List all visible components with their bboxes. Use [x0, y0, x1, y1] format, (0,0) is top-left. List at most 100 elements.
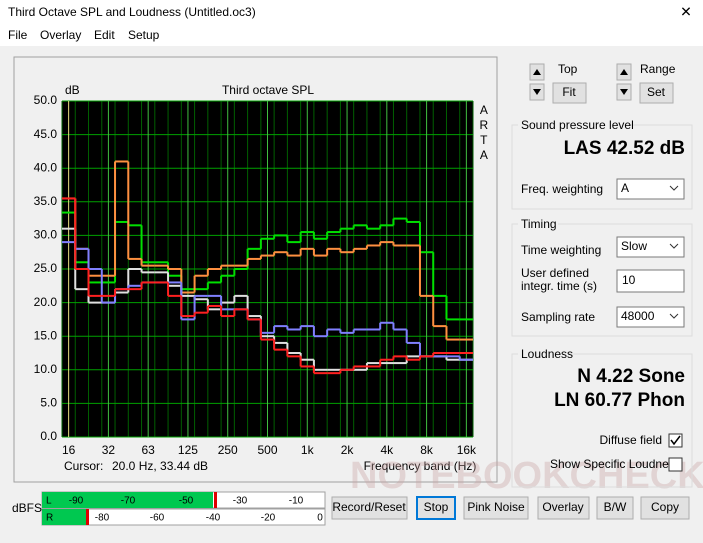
x-tick-label: 16k: [457, 443, 477, 457]
y-tick-label: 35.0: [34, 194, 58, 208]
title-bar: [0, 0, 703, 25]
dropdown-icon: [669, 243, 679, 249]
y-tick-label: 20.0: [34, 295, 58, 309]
field-label: integr. time (s): [521, 279, 597, 293]
side-label: ARTA: [477, 103, 491, 163]
meter-tick: -50: [179, 496, 194, 507]
x-tick-label: 32: [102, 443, 116, 457]
set-label: Set: [647, 85, 666, 99]
select-value: Slow: [621, 239, 647, 253]
x-tick-label: 4k: [380, 443, 394, 457]
button-label: Overlay: [542, 500, 583, 514]
checkbox-label: Show Specific Loudness: [550, 457, 681, 471]
chart-title: Third octave SPL: [222, 83, 314, 97]
y-tick-label: 0.0: [40, 429, 57, 443]
menu-bar: [0, 25, 703, 46]
meter-tick: -60: [150, 513, 165, 524]
window-title: Third Octave SPL and Loudness (Untitled.…: [8, 5, 256, 19]
select-value: A: [621, 181, 629, 195]
select-value: 48000: [621, 309, 655, 323]
button[interactable]: [463, 496, 529, 520]
button-label: B/W: [604, 500, 627, 514]
dropdown-icon: [669, 313, 679, 319]
meter-channel: L: [46, 496, 52, 507]
meter-r-level: [42, 509, 86, 525]
select[interactable]: [616, 178, 685, 200]
input-value: 10: [622, 273, 636, 287]
checkbox[interactable]: [668, 457, 683, 472]
field-label: User defined: [521, 266, 589, 280]
button[interactable]: [416, 496, 456, 520]
button[interactable]: [331, 496, 408, 520]
arrow-icon: [533, 69, 541, 75]
group-title: Loudness: [521, 347, 573, 361]
select[interactable]: [616, 306, 685, 328]
group-title-bg: [518, 218, 558, 231]
button[interactable]: [537, 496, 590, 520]
set-button[interactable]: [639, 82, 674, 104]
checkbox-label: Diffuse field: [600, 433, 662, 447]
dropdown-icon: [669, 185, 679, 191]
x-tick-label: 1k: [301, 443, 315, 457]
button-label: Pink Noise: [467, 500, 525, 514]
menu-item[interactable]: File: [8, 28, 28, 42]
meter-unit: dBFS: [12, 501, 42, 515]
loudness-ln: LN 60.77 Phon: [554, 390, 685, 411]
meter-l-level: [42, 492, 213, 508]
y-tick-label: 25.0: [34, 261, 58, 275]
y-tick-label: 10.0: [34, 362, 58, 376]
menu-item[interactable]: Edit: [94, 28, 115, 42]
text-input[interactable]: [616, 269, 685, 293]
menu-item[interactable]: Setup: [128, 28, 160, 42]
close-button[interactable]: ✕: [680, 4, 692, 20]
x-axis-label: Frequency band (Hz): [364, 459, 477, 473]
field-label: Time weighting: [521, 243, 601, 257]
x-tick-label: 8k: [420, 443, 434, 457]
y-tick-label: 40.0: [34, 160, 58, 174]
group-box: [511, 353, 693, 488]
group-title: Timing: [521, 217, 557, 231]
x-tick-label: 2k: [341, 443, 355, 457]
loudness-n: N 4.22 Sone: [577, 366, 685, 387]
y-tick-label: 15.0: [34, 328, 58, 342]
select[interactable]: [616, 236, 685, 258]
watermark: NOTEBOOKCHECK: [350, 455, 703, 497]
meter-tick: 0: [317, 513, 323, 524]
x-tick-label: 16: [62, 443, 76, 457]
button[interactable]: [640, 496, 690, 520]
arrow-icon: [533, 89, 541, 95]
arrow-icon: [620, 89, 628, 95]
meter-tick: -40: [206, 513, 221, 524]
button-label: Record/Reset: [332, 500, 406, 514]
meter-tick: -30: [233, 496, 248, 507]
cursor-label: Cursor:: [64, 459, 103, 473]
group-box: [511, 223, 693, 337]
y-axis-label: dB: [65, 83, 80, 97]
meter-r-peak: [86, 509, 89, 525]
x-tick-label: 250: [218, 443, 238, 457]
range-label: Range: [640, 62, 676, 76]
top-label: Top: [558, 62, 578, 76]
meter-channel: R: [46, 513, 53, 524]
x-tick-label: 125: [178, 443, 198, 457]
arrow-icon: [620, 69, 628, 75]
y-tick-label: 5.0: [40, 396, 57, 410]
menu-item[interactable]: Overlay: [40, 28, 81, 42]
cursor-value: 20.0 Hz, 33.44 dB: [112, 459, 208, 473]
meter-tick: -90: [69, 496, 84, 507]
fit-button[interactable]: [552, 82, 587, 104]
meter-l-peak: [214, 492, 217, 508]
meter-tick: -70: [121, 496, 136, 507]
button[interactable]: [596, 496, 634, 520]
y-tick-label: 30.0: [34, 228, 58, 242]
x-tick-label: 500: [257, 443, 277, 457]
meter-tick: -80: [95, 513, 110, 524]
field-label: Sampling rate: [521, 310, 595, 324]
button-label: Stop: [424, 500, 449, 514]
x-tick-label: 63: [141, 443, 155, 457]
group-title-bg: [518, 348, 568, 361]
meter-tick: -10: [289, 496, 304, 507]
fit-label: Fit: [562, 85, 576, 99]
